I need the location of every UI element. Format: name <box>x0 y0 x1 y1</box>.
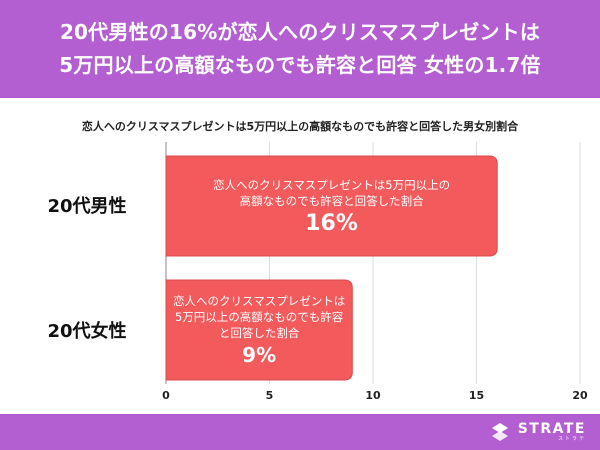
x-tick-label: 20 <box>572 389 588 402</box>
headline-line-2: 5万円以上の高額なものでも許容と回答 女性の1.7倍 <box>59 53 541 77</box>
bar-label-group: 恋人へのクリスマスプレゼントは 5万円以上の高額なものでも許容 と回答した割合 9… <box>166 280 352 380</box>
x-tick-label: 15 <box>468 389 485 402</box>
bar <box>165 155 498 257</box>
bar-label-group: 恋人へのクリスマスプレゼントは5万円以上の 高額なものでも許容と回答した割合 16… <box>166 156 497 256</box>
x-tick-label: 10 <box>365 389 381 402</box>
bar-description: 恋人へのクリスマスプレゼントは5万円以上の 高額なものでも許容と回答した割合 <box>213 177 451 208</box>
chart-title: 恋人へのクリスマスプレゼントは5万円以上の高額なものでも許容と回答した男女別割合 <box>81 120 519 133</box>
bar <box>165 279 353 381</box>
footer-bar: STRATE ストラテ <box>0 414 600 450</box>
x-tick-label: 0 <box>162 389 170 402</box>
brand-name: STRATE <box>517 421 586 437</box>
data-label: 9% <box>242 343 277 367</box>
bar-description: 恋人へのクリスマスプレゼントは 5万円以上の高額なものでも許容 と回答した割合 <box>173 294 346 340</box>
headline-banner: 20代男性の16%が恋人へのクリスマスプレゼントは 5万円以上の高額なものでも許… <box>0 0 600 98</box>
strate-logo: STRATE ストラテ <box>488 420 586 444</box>
headline-line-1: 20代男性の16%が恋人へのクリスマスプレゼントは <box>59 20 541 44</box>
category-label: 20代男性 <box>47 196 127 217</box>
data-label: 16% <box>305 210 358 236</box>
brand-sub: ストラテ <box>557 436 586 442</box>
category-label: 20代女性 <box>47 321 127 342</box>
strate-s-icon <box>491 423 508 441</box>
x-tick-label: 5 <box>265 389 274 402</box>
